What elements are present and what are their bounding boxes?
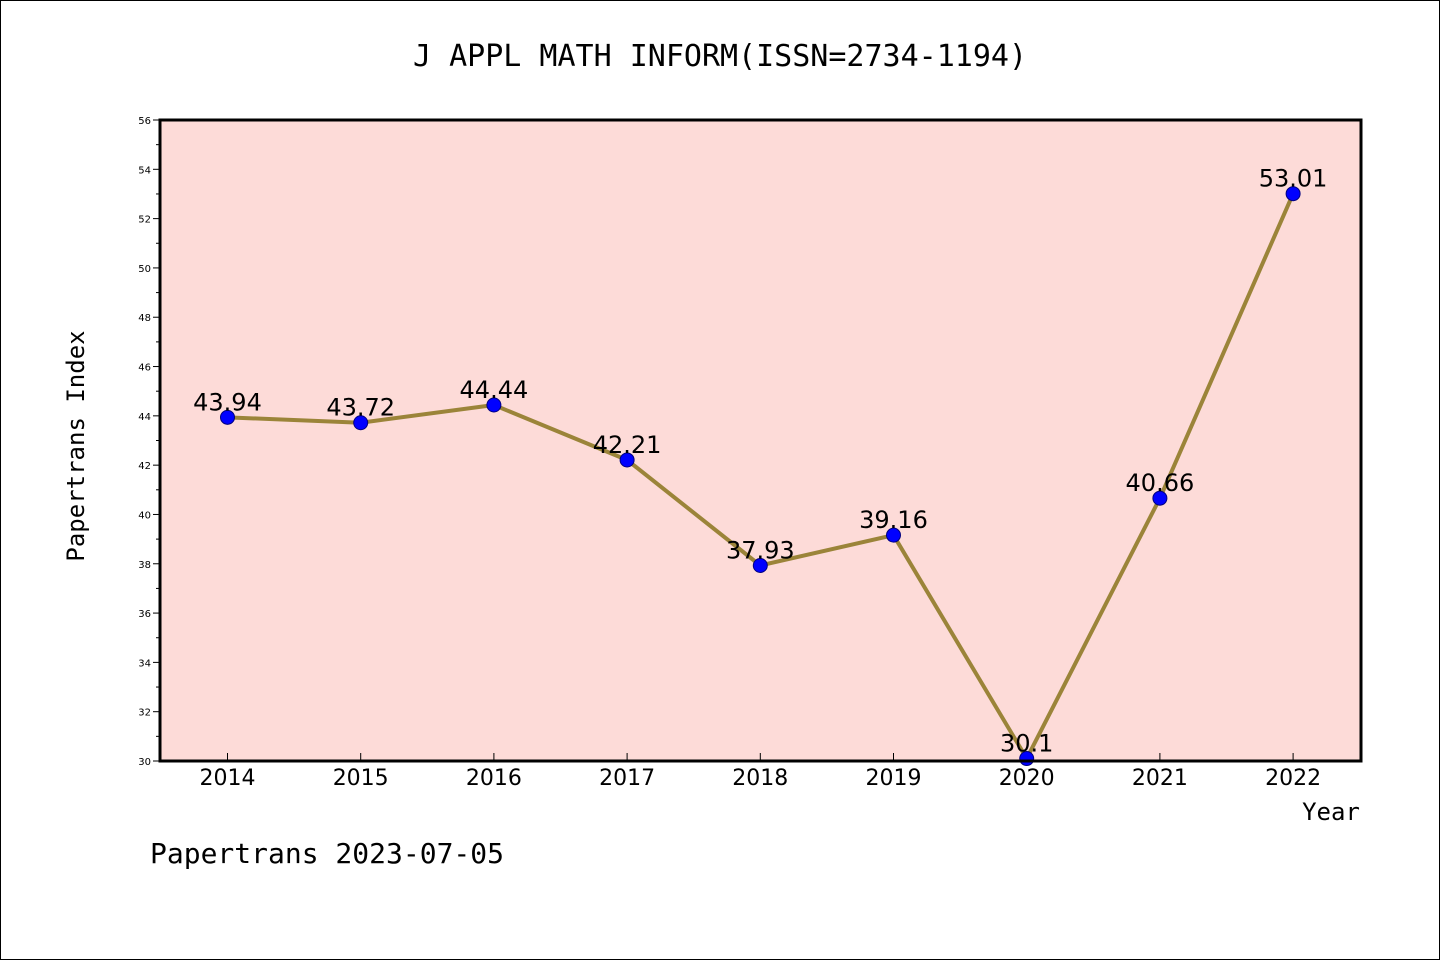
x-tick-label: 2017 (599, 766, 655, 791)
data-point-marker (886, 527, 901, 543)
data-point-marker (486, 397, 502, 413)
data-point-marker (220, 409, 235, 425)
x-tick-label: 2015 (333, 766, 389, 791)
data-point-label: 43.94 (193, 388, 262, 416)
y-tick-label: 34 (138, 658, 151, 669)
data-point-label: 40.66 (1126, 469, 1195, 497)
y-tick-label: 44 (138, 412, 151, 423)
data-point-label: 39.16 (859, 506, 928, 534)
y-tick-label: 38 (138, 560, 151, 571)
y-tick-label: 30 (138, 757, 151, 768)
data-point-label: 42.21 (593, 431, 662, 459)
data-point-marker (752, 557, 768, 573)
chart-title: J APPL MATH INFORM(ISSN=2734-1194) (413, 39, 1027, 74)
plot-area (160, 120, 1361, 761)
y-tick-label: 40 (138, 510, 151, 521)
footer-date: Papertrans 2023-07-05 (150, 837, 504, 870)
data-point-label: 30.1 (1000, 730, 1053, 758)
data-point-marker (619, 452, 635, 468)
data-point-label: 53.01 (1259, 165, 1328, 193)
data-point-label: 44.44 (460, 376, 529, 404)
y-tick-label: 36 (138, 609, 151, 620)
x-tick-label: 2016 (466, 766, 522, 791)
y-tick-label: 48 (138, 313, 151, 324)
x-tick-label: 2014 (200, 766, 256, 791)
y-tick-label: 32 (138, 708, 151, 719)
y-tick-label: 54 (138, 165, 151, 176)
data-point-marker (353, 415, 369, 431)
y-axis-title: Papertrans Index (62, 330, 90, 561)
y-axis: 30 32 34 36 38 40 42 44 46 48 50 52 54 56 (138, 116, 160, 768)
y-tick-label: 42 (138, 461, 151, 472)
data-labels: 43.94 43.72 44.44 42.21 37.93 39.16 30.1 40.66 5… (193, 165, 1327, 758)
x-tick-label: 2018 (732, 766, 788, 791)
x-axis: 2014 2015 2016 2017 2018 2019 2020 2021 2022 (200, 753, 1321, 791)
data-point-marker (1152, 490, 1168, 506)
x-axis-title: Year (1302, 798, 1360, 826)
x-tick-label: 2021 (1132, 766, 1188, 791)
y-tick-label: 46 (138, 363, 151, 374)
y-tick-label: 52 (138, 215, 151, 226)
data-point-label: 43.72 (326, 394, 395, 422)
y-tick-label: 56 (138, 116, 151, 127)
data-point-label: 37.93 (726, 536, 795, 564)
plot-border (158, 118, 1363, 763)
data-point-marker (1285, 186, 1301, 202)
x-tick-label: 2022 (1265, 766, 1321, 791)
y-tick-label: 50 (138, 264, 151, 275)
x-tick-label: 2019 (866, 766, 922, 791)
x-tick-label: 2020 (999, 766, 1055, 791)
